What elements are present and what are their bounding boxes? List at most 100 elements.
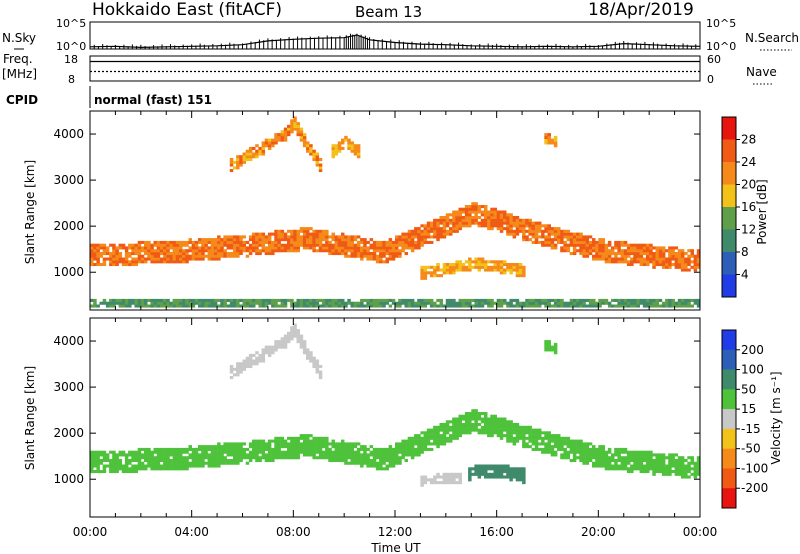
data-cell xyxy=(159,240,164,244)
data-cell xyxy=(674,263,679,267)
data-cell xyxy=(687,268,691,272)
y-tick-label: 4000 xyxy=(53,334,84,348)
data-cell xyxy=(379,260,383,264)
data-cell xyxy=(350,442,354,446)
data-cell xyxy=(261,141,266,145)
data-cell xyxy=(668,252,672,256)
data-cell xyxy=(480,472,485,476)
data-cell xyxy=(636,257,640,261)
data-cell xyxy=(248,304,253,308)
data-cell xyxy=(480,298,485,302)
data-cell xyxy=(331,144,335,148)
data-cell xyxy=(115,453,119,457)
data-cell xyxy=(124,464,129,468)
data-cell xyxy=(194,240,199,244)
data-cell xyxy=(484,265,488,269)
data-cell xyxy=(258,240,262,244)
data-cell xyxy=(245,301,250,305)
data-cell xyxy=(452,423,456,427)
data-cell xyxy=(515,470,520,474)
data-cell xyxy=(315,163,320,167)
data-cell xyxy=(248,238,253,242)
data-cell xyxy=(449,268,453,272)
data-cell xyxy=(242,243,246,247)
data-cell xyxy=(350,243,354,247)
data-cell xyxy=(159,249,164,253)
data-cell xyxy=(474,257,478,261)
data-cell xyxy=(401,235,405,239)
data-cell xyxy=(283,232,288,236)
data-cell xyxy=(223,456,227,460)
data-cell xyxy=(137,240,142,244)
data-cell xyxy=(194,456,199,460)
data-cell xyxy=(433,227,437,231)
data-cell xyxy=(363,254,367,258)
data-cell xyxy=(363,453,367,457)
data-cell xyxy=(318,158,323,162)
data-cell xyxy=(423,238,428,242)
data-cell xyxy=(267,146,272,150)
data-cell xyxy=(363,298,367,302)
data-cell xyxy=(471,216,475,220)
data-cell xyxy=(452,216,456,220)
data-cell xyxy=(620,459,625,463)
data-cell xyxy=(426,434,431,438)
data-cell xyxy=(506,434,510,438)
data-cell xyxy=(420,268,424,272)
data-cell xyxy=(296,439,300,443)
data-cell xyxy=(661,464,666,468)
data-cell xyxy=(375,298,380,302)
data-cell xyxy=(471,412,475,416)
data-cell xyxy=(150,450,154,454)
data-cell xyxy=(509,301,513,305)
data-cell xyxy=(630,257,634,261)
data-cell xyxy=(331,442,335,446)
data-cell xyxy=(204,238,208,242)
data-cell xyxy=(267,144,272,148)
data-cell xyxy=(398,450,402,454)
data-cell xyxy=(382,304,386,308)
data-cell xyxy=(239,456,243,460)
data-cell xyxy=(337,453,342,457)
data-cell xyxy=(382,260,386,264)
data-cell xyxy=(572,447,577,451)
data-cell xyxy=(331,445,335,449)
data-cell xyxy=(423,445,428,449)
data-cell xyxy=(598,246,602,250)
data-cell xyxy=(528,439,532,443)
data-cell xyxy=(646,246,650,250)
data-cell xyxy=(518,227,523,231)
data-cell xyxy=(525,436,529,440)
data-cell xyxy=(299,345,304,349)
data-cell xyxy=(306,351,310,355)
data-cell xyxy=(512,431,517,435)
data-cell xyxy=(283,301,288,305)
data-cell xyxy=(649,249,653,253)
data-cell xyxy=(121,304,126,308)
freq-left-tick-top: 18 xyxy=(64,53,78,66)
data-cell xyxy=(163,456,167,460)
data-cell xyxy=(680,464,685,468)
data-cell xyxy=(267,353,272,357)
data-cell xyxy=(144,453,148,457)
data-cell xyxy=(274,340,278,344)
data-cell xyxy=(633,450,637,454)
data-cell xyxy=(182,301,186,305)
data-cell xyxy=(239,246,243,250)
data-cell xyxy=(105,301,110,305)
data-cell xyxy=(439,268,443,272)
data-cell xyxy=(388,243,393,247)
data-cell xyxy=(341,232,345,236)
data-cell xyxy=(404,235,408,239)
data-cell xyxy=(592,464,596,468)
data-cell xyxy=(293,334,297,338)
data-cell xyxy=(468,210,472,214)
data-cell xyxy=(299,334,304,338)
data-cell xyxy=(239,235,243,239)
data-cell xyxy=(236,365,240,369)
data-cell xyxy=(360,304,364,308)
data-cell xyxy=(468,268,472,272)
data-cell xyxy=(455,216,459,220)
data-cell xyxy=(503,210,507,214)
data-cell xyxy=(388,450,393,454)
